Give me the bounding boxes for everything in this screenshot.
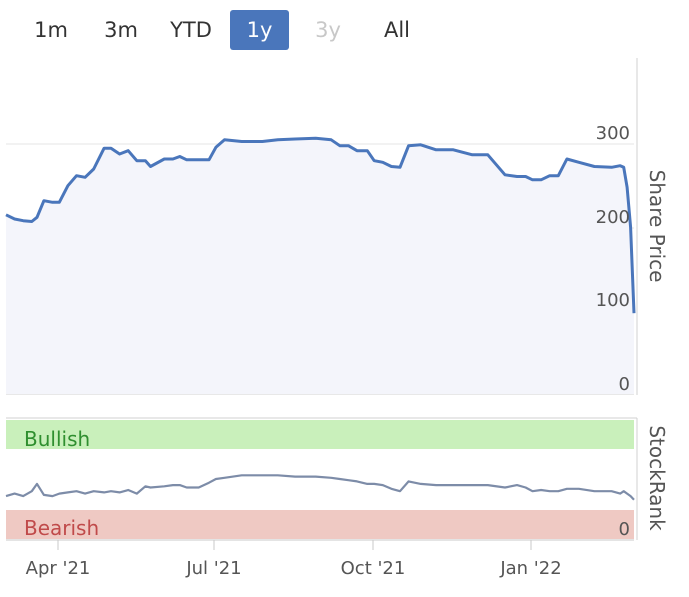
y-tick-0: 0 xyxy=(619,374,630,395)
bullish-label: Bullish xyxy=(24,427,90,451)
x-tick-jan22: Jan '22 xyxy=(499,558,561,579)
range-button-1m[interactable]: 1m xyxy=(34,18,68,42)
y-tick-200: 200 xyxy=(596,207,630,228)
y-tick-300: 300 xyxy=(596,123,630,144)
y-tick-100: 100 xyxy=(596,290,630,311)
y-axis-title-share-price: Share Price xyxy=(645,170,669,283)
stockrank-panel: Bullish Bearish 0 StockRank xyxy=(5,417,669,541)
range-button-3m[interactable]: 3m xyxy=(104,18,138,42)
x-tick-apr21: Apr '21 xyxy=(26,558,91,579)
range-button-1y[interactable]: 1y xyxy=(230,10,289,50)
stockrank-line xyxy=(5,474,635,501)
x-tick-oct21: Oct '21 xyxy=(341,558,406,579)
bullish-band xyxy=(6,420,634,449)
x-axis: Apr '21 Jul '21 Oct '21 Jan '22 xyxy=(26,540,562,579)
price-line xyxy=(5,136,636,314)
x-tick-jul21: Jul '21 xyxy=(185,558,241,579)
bearish-label: Bearish xyxy=(24,516,99,540)
price-panel: 300 200 100 0 Share Price xyxy=(5,58,669,395)
range-button-all[interactable]: All xyxy=(383,18,411,42)
range-button-ytd[interactable]: YTD xyxy=(170,18,212,42)
range-button-3y: 3y xyxy=(315,18,341,42)
bearish-band xyxy=(6,510,634,539)
y-axis-title-stockrank: StockRank xyxy=(645,425,669,531)
stockrank-y-tick-0: 0 xyxy=(619,519,630,540)
price-area xyxy=(6,138,634,394)
